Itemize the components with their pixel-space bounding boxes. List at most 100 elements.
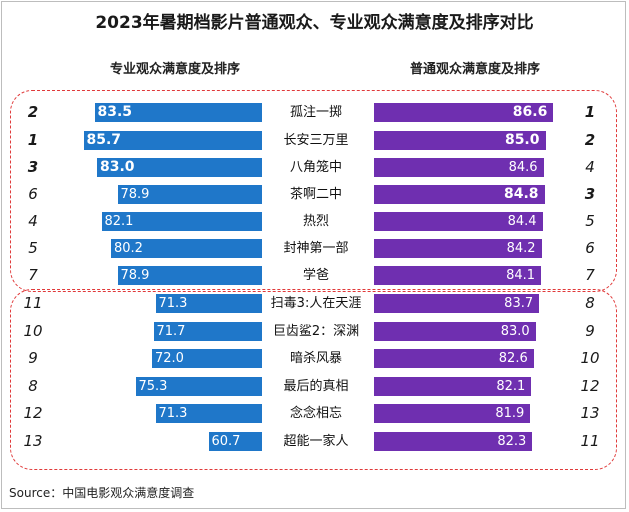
bar-row: 4 82.1 热烈 84.4 5 bbox=[0, 212, 629, 231]
bar-row: 7 78.9 学爸 84.1 7 bbox=[0, 266, 629, 285]
pro-bar: 78.9 bbox=[117, 185, 262, 204]
pro-rank: 9 bbox=[28, 349, 38, 367]
general-bar: 83.7 bbox=[374, 294, 540, 313]
pro-bar: 71.7 bbox=[153, 322, 262, 341]
general-rank: 8 bbox=[585, 294, 595, 312]
general-rank: 11 bbox=[580, 432, 600, 450]
pro-value-label: 71.3 bbox=[158, 406, 188, 421]
general-value-label: 85.0 bbox=[504, 132, 540, 148]
chart-title: 2023年暑期档影片普通观众、专业观众满意度及排序对比 bbox=[95, 13, 534, 33]
general-rank: 9 bbox=[585, 322, 595, 340]
bar-row: 2 83.5 孤注一掷 86.6 1 bbox=[0, 103, 629, 122]
pro-rank: 3 bbox=[27, 158, 39, 176]
bar-row: 11 71.3 扫毒3:人在天涯 83.7 8 bbox=[0, 294, 629, 313]
pro-rank: 5 bbox=[28, 239, 38, 257]
general-rank: 2 bbox=[584, 131, 596, 149]
pro-bar: 75.3 bbox=[135, 377, 262, 396]
general-rank: 3 bbox=[584, 185, 596, 203]
pro-value-label: 83.0 bbox=[100, 159, 135, 175]
pro-value-label: 83.5 bbox=[97, 104, 133, 120]
pro-value-label: 78.9 bbox=[120, 187, 150, 202]
general-value-label: 83.0 bbox=[500, 324, 530, 339]
film-name: 学爸 bbox=[302, 268, 329, 283]
film-name: 暗杀风暴 bbox=[289, 351, 342, 366]
general-rank: 10 bbox=[580, 349, 600, 367]
general-value-label: 86.6 bbox=[512, 104, 548, 120]
pro-bar: 78.9 bbox=[117, 266, 262, 285]
general-value-label: 81.9 bbox=[495, 406, 525, 421]
general-bar: 84.2 bbox=[374, 239, 542, 258]
pro-rank: 10 bbox=[23, 322, 43, 340]
film-name: 孤注一掷 bbox=[289, 105, 342, 120]
pro-value-label: 85.7 bbox=[86, 132, 122, 148]
bar-row: 5 80.2 封神第一部 84.2 6 bbox=[0, 239, 629, 258]
pro-bar: 60.7 bbox=[208, 432, 262, 451]
pro-value-label: 80.2 bbox=[114, 241, 143, 256]
bar-row: 8 75.3 最后的真相 82.1 12 bbox=[0, 377, 629, 396]
general-value-label: 84.6 bbox=[508, 160, 538, 175]
general-rank: 1 bbox=[584, 103, 596, 121]
bottom-group-outline bbox=[10, 289, 617, 470]
general-value-label: 82.6 bbox=[498, 351, 528, 366]
pro-bar: 72.0 bbox=[152, 349, 262, 368]
general-value-label: 84.8 bbox=[503, 186, 539, 202]
bar-row: 10 71.7 巨齿鲨2：深渊 83.0 9 bbox=[0, 322, 629, 341]
film-name: 茶啊二中 bbox=[289, 187, 342, 202]
pro-value-label: 75.3 bbox=[138, 379, 168, 394]
pro-bar: 83.5 bbox=[94, 103, 262, 122]
general-audience-header: 普通观众满意度及排序 bbox=[409, 62, 540, 77]
pro-rank: 2 bbox=[27, 103, 39, 121]
film-name: 巨齿鲨2：深渊 bbox=[272, 324, 360, 339]
film-name: 最后的真相 bbox=[283, 379, 349, 394]
bar-row: 6 78.9 茶啊二中 84.8 3 bbox=[0, 185, 629, 204]
film-name: 封神第一部 bbox=[283, 241, 349, 256]
pro-bar: 71.3 bbox=[155, 294, 262, 313]
source-note: Source：中国电影观众满意度调查 bbox=[9, 486, 195, 500]
film-name: 八角笼中 bbox=[289, 160, 342, 175]
film-name: 热烈 bbox=[302, 214, 329, 229]
general-bar: 81.9 bbox=[374, 404, 531, 423]
general-bar: 83.0 bbox=[374, 322, 536, 341]
general-bar: 85.0 bbox=[374, 131, 546, 150]
film-name: 扫毒3:人在天涯 bbox=[270, 296, 362, 311]
pro-rank: 13 bbox=[23, 432, 43, 450]
bar-row: 9 72.0 暗杀风暴 82.6 10 bbox=[0, 349, 629, 368]
bar-row: 3 83.0 八角笼中 84.6 4 bbox=[0, 158, 629, 177]
general-bar: 86.6 bbox=[374, 103, 554, 122]
pro-rank: 11 bbox=[23, 294, 43, 312]
pro-rank: 12 bbox=[23, 404, 43, 422]
top-group-outline bbox=[10, 90, 617, 292]
pro-rank: 1 bbox=[27, 131, 39, 149]
film-name: 超能一家人 bbox=[283, 434, 349, 449]
general-value-label: 84.1 bbox=[506, 268, 536, 283]
pro-value-label: 82.1 bbox=[104, 214, 134, 229]
general-rank: 7 bbox=[585, 266, 595, 284]
pro-bar: 71.3 bbox=[155, 404, 262, 423]
general-value-label: 82.3 bbox=[497, 434, 527, 449]
general-value-label: 84.2 bbox=[506, 241, 536, 256]
pro-value-label: 60.7 bbox=[211, 434, 241, 449]
general-rank: 5 bbox=[585, 212, 595, 230]
pro-bar: 83.0 bbox=[97, 158, 262, 177]
general-value-label: 82.1 bbox=[496, 379, 526, 394]
pro-value-label: 78.9 bbox=[120, 268, 150, 283]
general-bar: 82.6 bbox=[374, 349, 534, 368]
pro-value-label: 71.3 bbox=[158, 296, 188, 311]
general-bar: 84.6 bbox=[374, 158, 544, 177]
pro-value-label: 72.0 bbox=[155, 351, 184, 366]
film-name: 念念相忘 bbox=[289, 406, 342, 421]
general-value-label: 83.7 bbox=[504, 296, 534, 311]
general-rank: 13 bbox=[580, 404, 600, 422]
pro-audience-header: 专业观众满意度及排序 bbox=[109, 62, 240, 77]
pro-rank: 4 bbox=[28, 212, 38, 230]
pro-bar: 82.1 bbox=[101, 212, 262, 231]
pro-rank: 6 bbox=[28, 185, 38, 203]
film-name: 长安三万里 bbox=[283, 133, 349, 148]
general-value-label: 84.4 bbox=[507, 214, 537, 229]
bar-row: 13 60.7 超能一家人 82.3 11 bbox=[0, 432, 629, 451]
pro-bar: 85.7 bbox=[83, 131, 262, 150]
general-bar: 82.1 bbox=[374, 377, 532, 396]
general-bar: 82.3 bbox=[374, 432, 533, 451]
general-rank: 12 bbox=[580, 377, 600, 395]
